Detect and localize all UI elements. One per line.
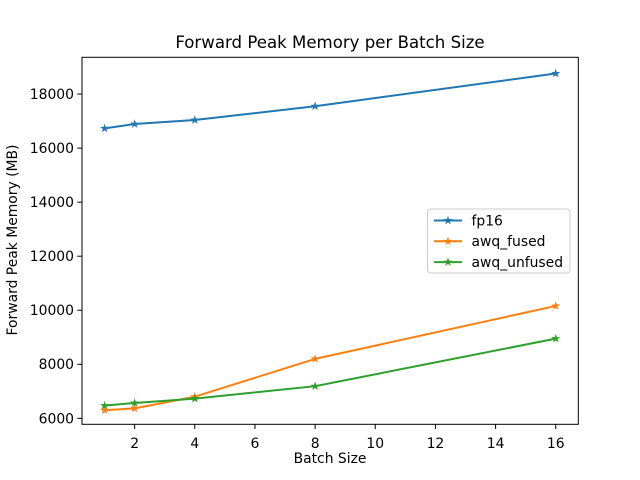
data-point-marker-awq_unfused-bs4 bbox=[190, 393, 200, 403]
legend-label-awq_fused: awq_fused bbox=[472, 234, 546, 250]
y-axis-label: Forward Peak Memory (MB) bbox=[5, 145, 21, 336]
x-tick-label: 10 bbox=[366, 436, 384, 452]
x-tick-label: 14 bbox=[487, 436, 505, 452]
y-axis-ticks: 6000 8000 10000 12000 14000 16000 18000 bbox=[30, 87, 82, 427]
legend-marker-awq_fused bbox=[443, 236, 453, 246]
chart-title: Forward Peak Memory per Batch Size bbox=[175, 33, 484, 52]
y-tick-label: 8000 bbox=[39, 357, 74, 373]
series-line-fp16 bbox=[103, 72, 557, 130]
x-tick-label: 12 bbox=[427, 436, 445, 452]
y-tick-label: 18000 bbox=[30, 87, 74, 103]
data-point-marker-fp16-bs2 bbox=[130, 119, 140, 128]
series-line-awq_unfused bbox=[103, 337, 557, 407]
x-tick-label: 8 bbox=[311, 436, 320, 452]
x-tick-label: 4 bbox=[190, 436, 199, 452]
x-axis-ticks: 2 4 6 8 10 12 14 16 bbox=[130, 424, 565, 452]
y-tick-label: 10000 bbox=[30, 303, 74, 319]
data-point-marker-awq_fused-bs2 bbox=[130, 403, 140, 413]
legend: fp16 awq_fused awq_unfused bbox=[427, 208, 571, 274]
plot-area bbox=[81, 56, 579, 425]
x-tick-label: 6 bbox=[251, 436, 260, 452]
data-point-marker-awq_fused-bs8 bbox=[310, 354, 320, 363]
data-point-marker-awq_unfused-bs2 bbox=[130, 398, 140, 407]
data-point-marker-awq_fused-bs1 bbox=[99, 405, 110, 415]
legend-marker-fp16 bbox=[443, 215, 453, 225]
data-point-marker-awq_unfused-bs16 bbox=[551, 333, 561, 343]
y-tick-label: 6000 bbox=[39, 411, 74, 427]
x-tick-label: 2 bbox=[130, 436, 139, 452]
data-point-marker-fp16-bs1 bbox=[99, 123, 110, 133]
data-point-marker-fp16-bs4 bbox=[190, 115, 200, 124]
y-tick-label: 12000 bbox=[30, 249, 74, 265]
data-point-marker-awq_unfused-bs8 bbox=[310, 381, 320, 391]
data-point-marker-awq_fused-bs16 bbox=[551, 301, 561, 310]
plot-border bbox=[81, 56, 579, 425]
y-tick-label: 16000 bbox=[30, 141, 74, 157]
x-axis-label: Batch Size bbox=[294, 451, 367, 467]
y-tick-label: 14000 bbox=[30, 195, 74, 211]
legend-label-fp16: fp16 bbox=[472, 213, 503, 229]
data-point-marker-fp16-bs16 bbox=[551, 68, 561, 78]
data-point-marker-awq_unfused-bs1 bbox=[99, 400, 110, 410]
legend-marker-awq_unfused bbox=[443, 257, 453, 266]
data-point-marker-fp16-bs8 bbox=[310, 101, 320, 111]
series-line-awq_fused bbox=[103, 304, 557, 412]
x-tick-label: 16 bbox=[547, 436, 565, 452]
legend-label-awq_unfused: awq_unfused bbox=[472, 255, 564, 271]
legend-box bbox=[427, 208, 571, 274]
